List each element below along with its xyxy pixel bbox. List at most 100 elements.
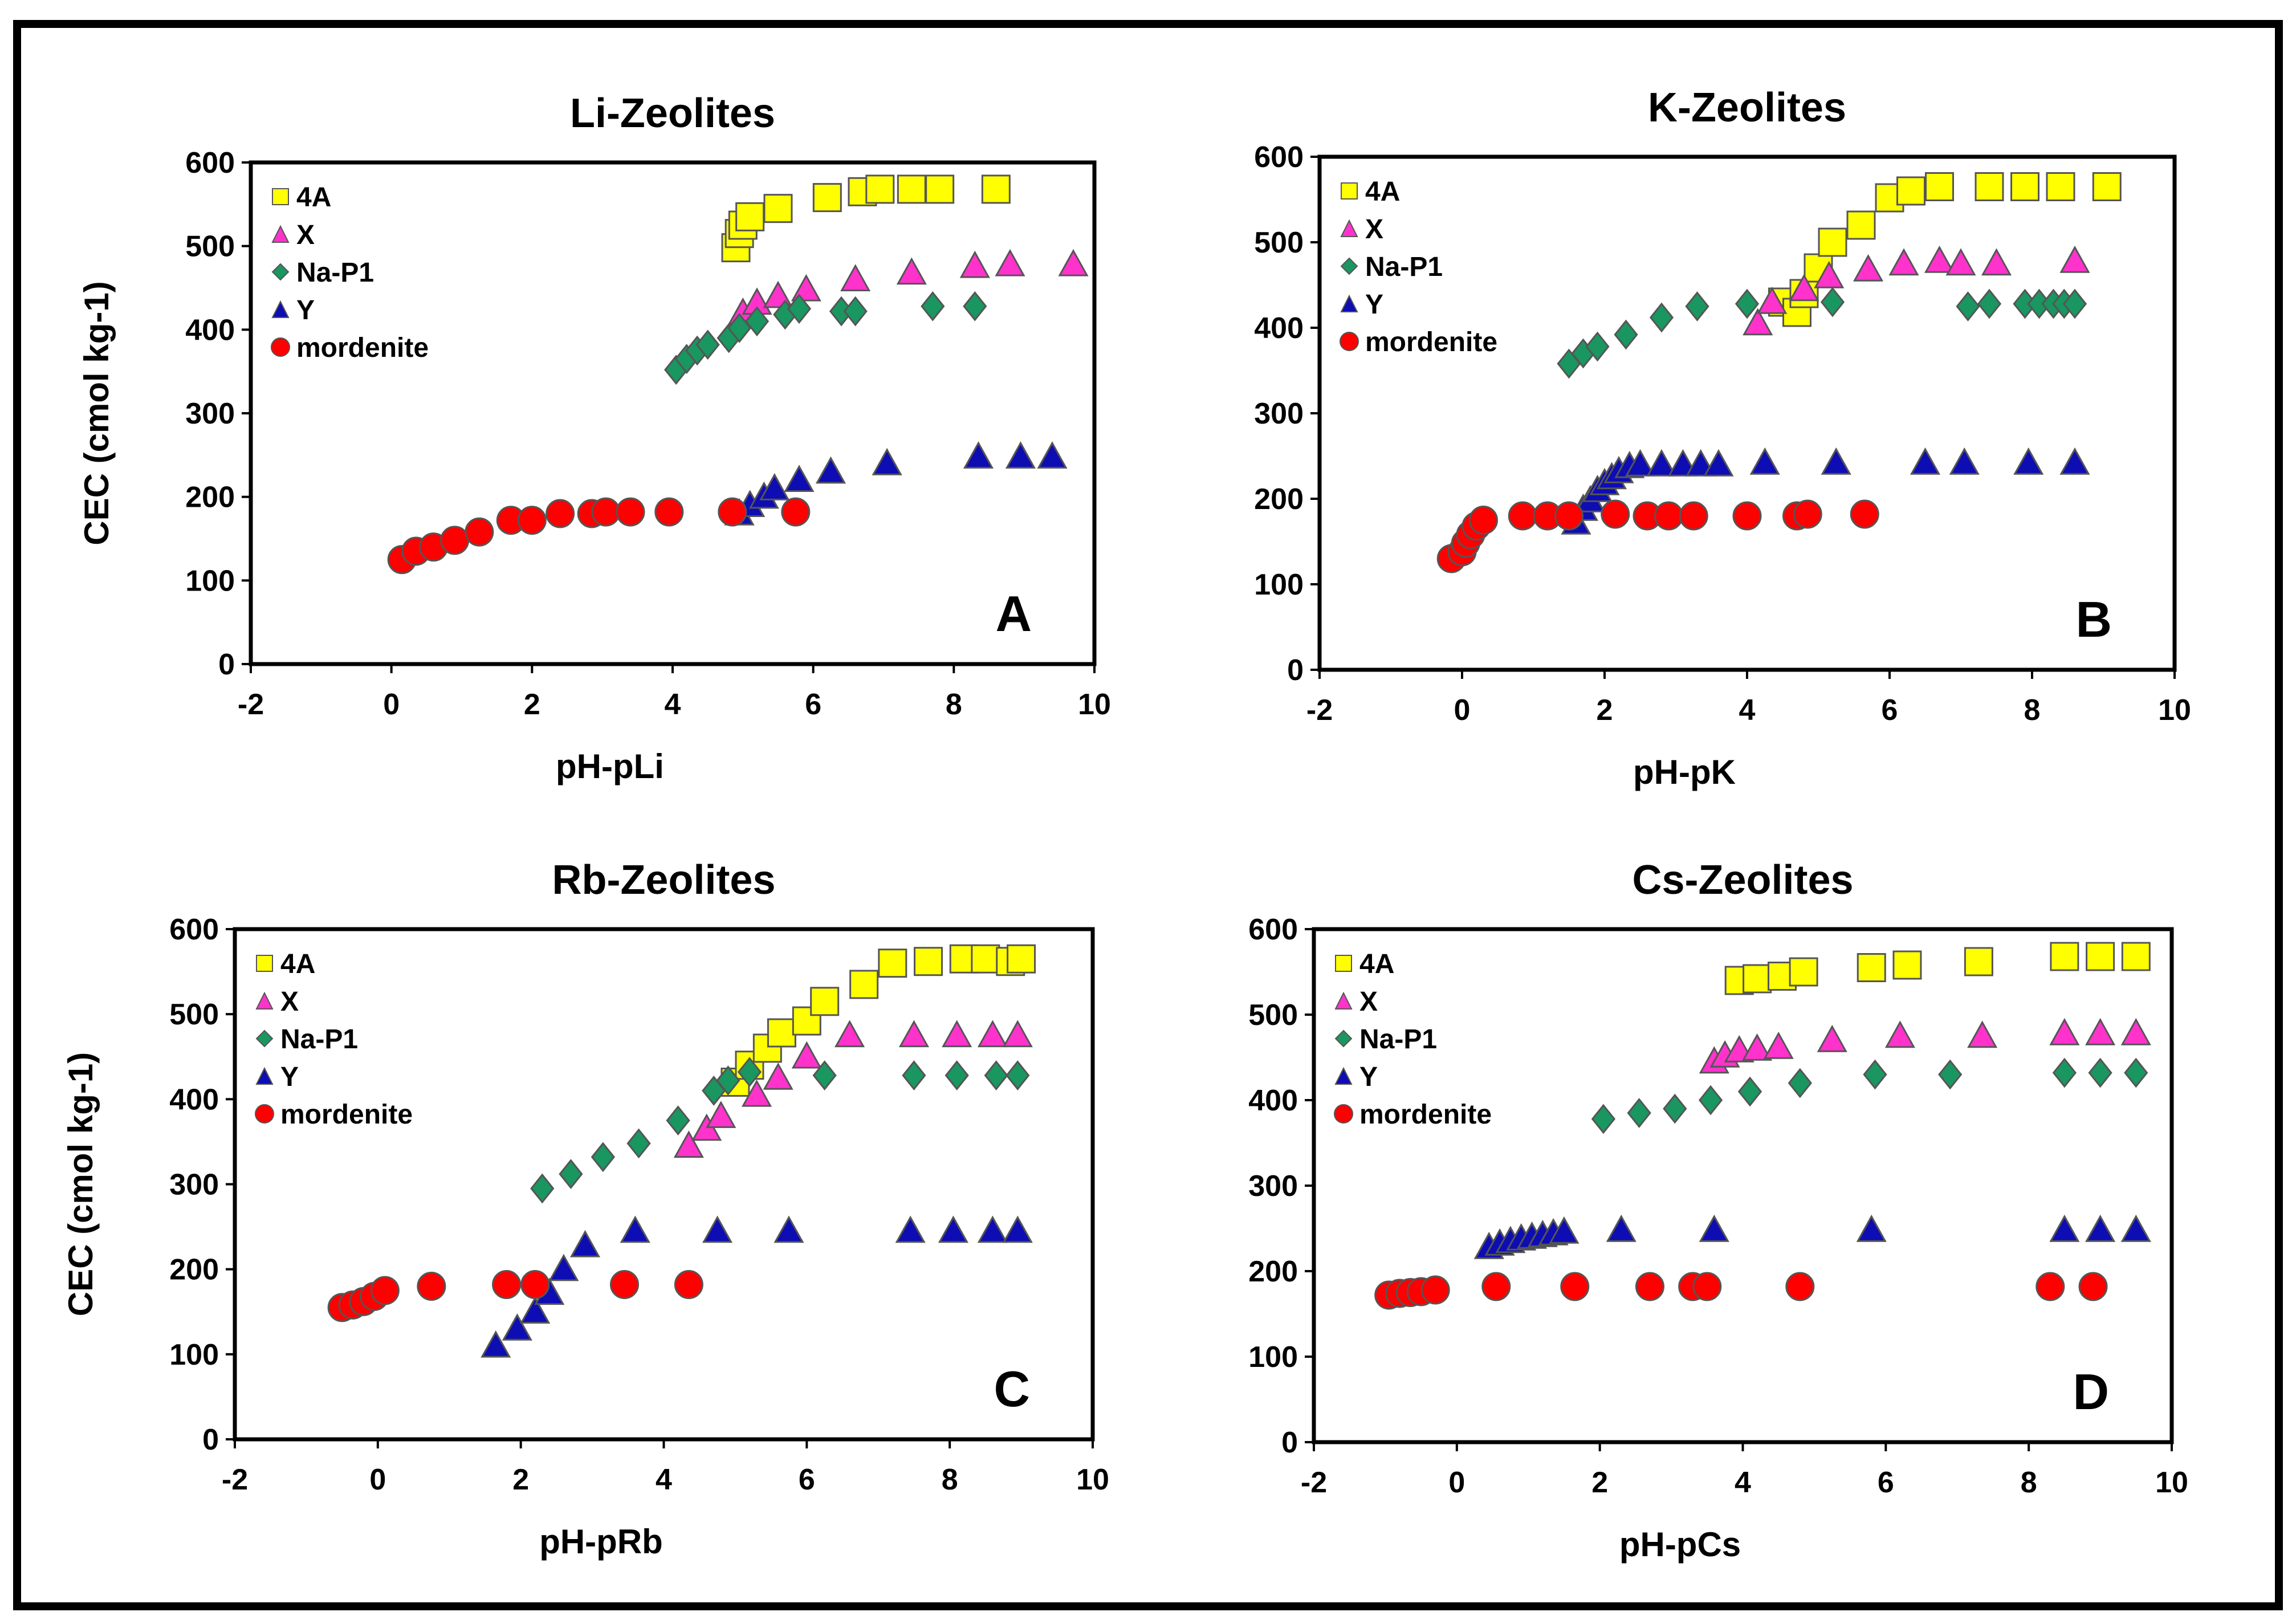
- data-point: [959, 250, 990, 278]
- data-point: [763, 1062, 793, 1090]
- legend-label: mordenite: [1365, 327, 1497, 357]
- data-point: [914, 947, 943, 976]
- data-point: [666, 1105, 690, 1136]
- legend-label: Y: [296, 295, 315, 325]
- data-point: [2120, 1017, 2151, 1045]
- chart-title: Li-Zeolites: [570, 91, 775, 136]
- legend-label: Y: [280, 1062, 299, 1092]
- series-na-p1: [1591, 1057, 2148, 1134]
- x-tick-label: 4: [1735, 1466, 1751, 1499]
- data-point: [1977, 288, 2002, 319]
- data-point: [1732, 501, 1762, 531]
- plot-area: [249, 160, 1097, 666]
- data-point: [706, 1101, 736, 1128]
- data-point: [1606, 1214, 1636, 1242]
- x-tick-label: 4: [656, 1463, 672, 1496]
- data-point: [1692, 1272, 1722, 1301]
- legend-label: X: [280, 987, 299, 1017]
- series-y: [481, 1215, 1033, 1358]
- data-point: [2086, 942, 2115, 971]
- data-point: [2059, 245, 2090, 273]
- y-tick-label: 100: [1248, 1341, 1298, 1374]
- x-tick-label: 0: [369, 1463, 386, 1496]
- legend-marker: [271, 225, 290, 243]
- data-point: [1005, 441, 1036, 469]
- y-tick-label: 0: [1287, 654, 1304, 687]
- data-point: [849, 970, 879, 999]
- data-point: [1058, 249, 1089, 276]
- x-tick-label: 6: [805, 688, 821, 721]
- y-tick-label: 400: [1248, 1084, 1298, 1117]
- data-point: [1884, 1020, 1915, 1048]
- data-point: [1508, 501, 1537, 531]
- data-point: [654, 497, 684, 527]
- x-tick-label: -2: [238, 688, 264, 721]
- legend-marker: [1340, 294, 1358, 312]
- data-point: [417, 1272, 446, 1301]
- data-point: [2078, 1272, 2108, 1301]
- data-point: [843, 296, 868, 327]
- data-point: [481, 1330, 511, 1358]
- data-point: [626, 1128, 651, 1159]
- data-point: [977, 1215, 1008, 1243]
- legend-marker: [255, 1104, 274, 1124]
- data-point: [1481, 1272, 1511, 1301]
- x-tick-label: 10: [1076, 1463, 1109, 1496]
- data-point: [492, 1270, 522, 1300]
- data-point: [784, 465, 815, 493]
- data-point: [1749, 447, 1780, 475]
- x-tick-label: 8: [2024, 694, 2041, 727]
- chart-title: K-Zeolites: [1648, 85, 1846, 131]
- y-tick-label: 600: [169, 913, 219, 946]
- data-point: [981, 174, 1011, 204]
- legend-label: Na-P1: [280, 1024, 358, 1055]
- x-tick-label: 8: [2021, 1466, 2037, 1499]
- x-tick-label: 0: [1448, 1466, 1465, 1499]
- data-point: [502, 1313, 532, 1341]
- data-point: [520, 1296, 551, 1324]
- data-point: [1685, 291, 1709, 321]
- data-point: [963, 291, 987, 321]
- data-point: [865, 174, 895, 204]
- y-tick-label: 200: [1248, 1255, 1298, 1288]
- legend-marker: [1341, 182, 1358, 200]
- data-point: [674, 1270, 703, 1300]
- data-point: [834, 1020, 865, 1048]
- legend-marker: [255, 1029, 274, 1048]
- data-point: [1910, 447, 1941, 475]
- series-x: [1743, 245, 2090, 336]
- x-tick-label: 4: [665, 688, 681, 721]
- data-point: [548, 1253, 579, 1281]
- data-point: [1699, 1214, 1729, 1242]
- data-point: [938, 1215, 968, 1243]
- legend-label: 4A: [280, 949, 315, 979]
- data-point: [2046, 172, 2075, 201]
- data-point: [1002, 1215, 1033, 1243]
- data-point: [872, 447, 902, 475]
- data-point: [1788, 1068, 1812, 1098]
- data-point: [763, 194, 793, 223]
- y-tick-label: 300: [185, 397, 235, 430]
- data-point: [1981, 248, 2012, 276]
- data-point: [2036, 1272, 2065, 1301]
- data-point: [2013, 447, 2044, 475]
- plot-area: [1312, 927, 2174, 1444]
- data-point: [781, 497, 811, 527]
- data-point: [1964, 947, 1993, 976]
- data-point: [897, 174, 926, 204]
- data-point: [1821, 447, 1851, 475]
- data-point: [791, 1041, 822, 1069]
- series-mordenite: [387, 497, 811, 575]
- x-axis-label: pH-pRb: [539, 1523, 663, 1561]
- y-tick-label: 400: [169, 1083, 219, 1116]
- legend-marker: [1334, 991, 1353, 1010]
- data-point: [1938, 1059, 1963, 1090]
- legend-label: 4A: [1365, 177, 1400, 207]
- data-point: [1763, 1031, 1794, 1059]
- data-point: [1469, 506, 1498, 535]
